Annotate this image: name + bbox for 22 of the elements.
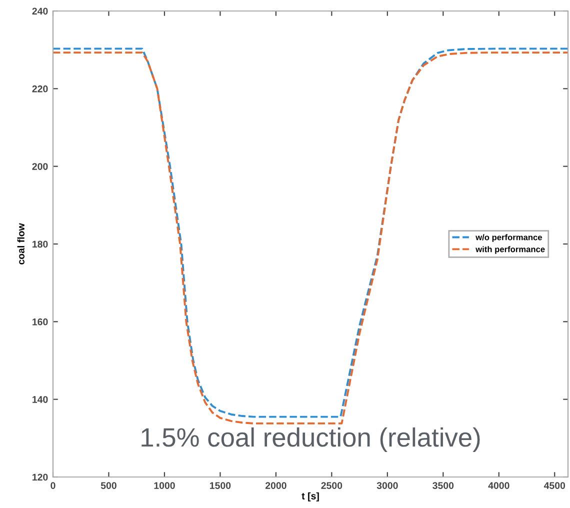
- y-tick-label: 120: [32, 474, 48, 481]
- annotation: 1.5% coal reduction (relative): [142, 427, 480, 452]
- y-axis-title: coal flow: [17, 223, 24, 264]
- y-tick-label: 220: [32, 85, 48, 92]
- legend-label: with performance: [476, 246, 545, 254]
- x-tick-label: 3000: [376, 482, 398, 490]
- legend-label: w/o performance: [476, 234, 542, 242]
- x-tick-label: 4000: [488, 482, 510, 489]
- y-tick-label: 140: [32, 396, 48, 403]
- x-axis-title: t [s]: [302, 492, 319, 502]
- x-tick-label: 1500: [210, 482, 231, 489]
- y-tick-label: 240: [32, 8, 48, 15]
- x-tick-label: 2500: [321, 482, 342, 489]
- y-tick-label: 180: [32, 240, 48, 248]
- x-tick-label: 0: [50, 482, 56, 489]
- x-tick-label: 3500: [432, 482, 454, 490]
- x-tick-label: 2000: [265, 482, 286, 489]
- x-tick-label: 4500: [544, 482, 566, 489]
- y-tick-label: 200: [32, 163, 48, 170]
- x-tick-label: 1000: [154, 482, 175, 489]
- y-tick-label: 160: [32, 318, 48, 326]
- x-tick-label: 500: [100, 482, 116, 489]
